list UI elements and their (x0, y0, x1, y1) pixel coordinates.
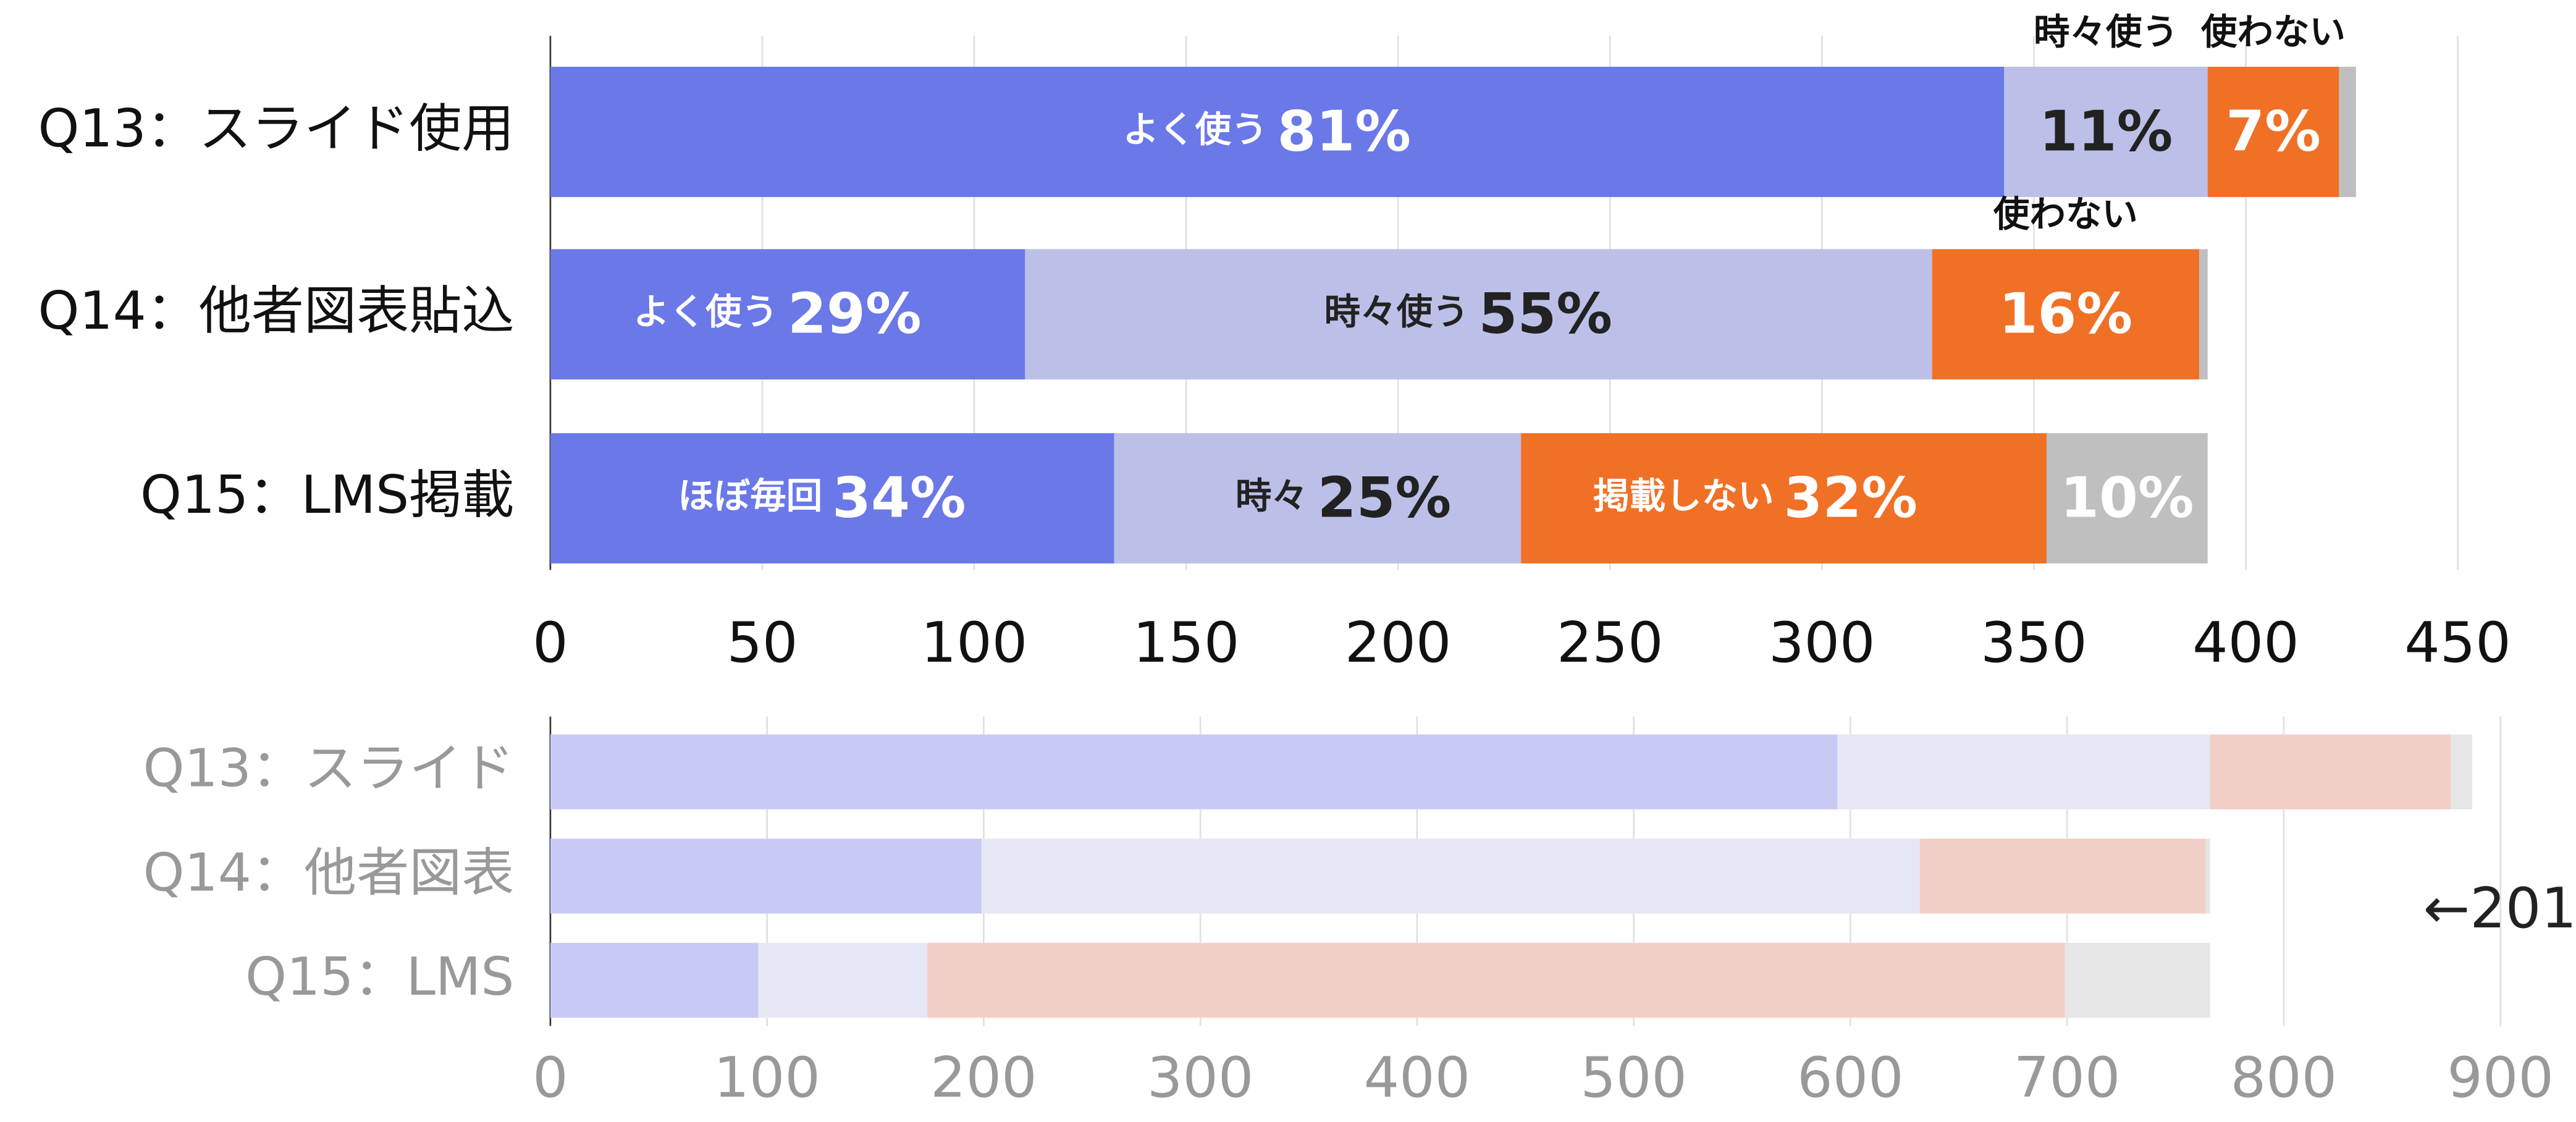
segment-label: よく使う (1123, 109, 1268, 151)
bar-segment (1919, 838, 2206, 914)
bar-segment (550, 249, 1025, 380)
segment-label: 時々 (1235, 475, 1308, 517)
x-tick-label: 400 (2192, 611, 2299, 676)
x-tick-label: 150 (1133, 611, 1240, 676)
bar-segment (2450, 734, 2473, 809)
x-tick-label: 400 (1364, 1045, 1471, 1110)
annotation: ←201 (2423, 876, 2576, 941)
data-label: 7% (2226, 99, 2320, 164)
bar-segment (550, 67, 2005, 197)
x-tick-label: 200 (1345, 611, 1452, 676)
data-label: 16% (1999, 282, 2132, 347)
bar-segment (550, 433, 1114, 563)
segment-label: 時々使う (1324, 291, 1469, 333)
bar-segment (2046, 433, 2208, 563)
segment-label: ほぼ毎回 (678, 475, 822, 517)
x-tick-label: 50 (726, 611, 798, 676)
bar-segment (2210, 734, 2451, 809)
bar-segment (1932, 249, 2199, 380)
x-tick-label: 100 (713, 1045, 820, 1110)
x-tick-label: 0 (532, 611, 568, 676)
data-label: 11% (2039, 99, 2173, 164)
x-tick-label: 0 (532, 1045, 568, 1110)
bar-segment (550, 838, 982, 914)
bar-segment (550, 734, 1838, 809)
data-label: 32% (1784, 466, 1917, 531)
bar-segment (550, 943, 759, 1018)
bar-segment (2339, 67, 2356, 197)
y-tick-label: Q14：他者図表貼込 (38, 280, 514, 341)
bar-segment (2207, 67, 2339, 197)
y-tick-label: Q13：スライド (143, 738, 515, 799)
bar-segment (1025, 249, 1932, 380)
bar-segment (2199, 249, 2208, 380)
x-tick-label: 300 (1769, 611, 1875, 676)
bar-segment (1114, 433, 1522, 563)
y-tick-label: Q13：スライド使用 (38, 98, 514, 159)
data-label: 81% (1277, 99, 1411, 164)
x-tick-label: 600 (1797, 1045, 1904, 1110)
data-label: 55% (1479, 282, 1612, 347)
bar-segment (981, 838, 1920, 914)
x-tick-label: 700 (2014, 1045, 2121, 1110)
segment-label: 時々使う (2034, 11, 2178, 53)
y-tick-label: Q15：LMS (245, 946, 514, 1007)
segment-label: 掲載しない (1593, 475, 1774, 517)
x-tick-label: 300 (1147, 1045, 1254, 1110)
bar-segment (927, 943, 2065, 1018)
x-tick-label: 200 (930, 1045, 1037, 1110)
bar-segment (1521, 433, 2047, 563)
data-label: 10% (2060, 466, 2194, 531)
segment-label: 使わない (1993, 193, 2138, 235)
x-tick-label: 250 (1557, 611, 1664, 676)
segment-label: よく使う (633, 291, 778, 333)
x-tick-label: 350 (1980, 611, 2087, 676)
x-tick-label: 900 (2447, 1045, 2554, 1110)
segment-label: 使わない (2201, 11, 2346, 53)
bar-segment (758, 943, 928, 1018)
x-tick-label: 500 (1580, 1045, 1687, 1110)
bar-segment (2065, 943, 2210, 1018)
bar-segment (2205, 838, 2210, 914)
data-label: 25% (1318, 466, 1451, 531)
x-tick-label: 800 (2231, 1045, 2338, 1110)
x-tick-label: 450 (2404, 611, 2511, 676)
x-tick-label: 100 (921, 611, 1028, 676)
bar-segment (1837, 734, 2210, 809)
data-label: 29% (788, 282, 921, 347)
data-label: 34% (832, 466, 966, 531)
y-tick-label: Q15：LMS掲載 (140, 464, 514, 525)
bar-segment (2004, 67, 2208, 197)
y-tick-label: Q14：他者図表 (143, 842, 515, 903)
